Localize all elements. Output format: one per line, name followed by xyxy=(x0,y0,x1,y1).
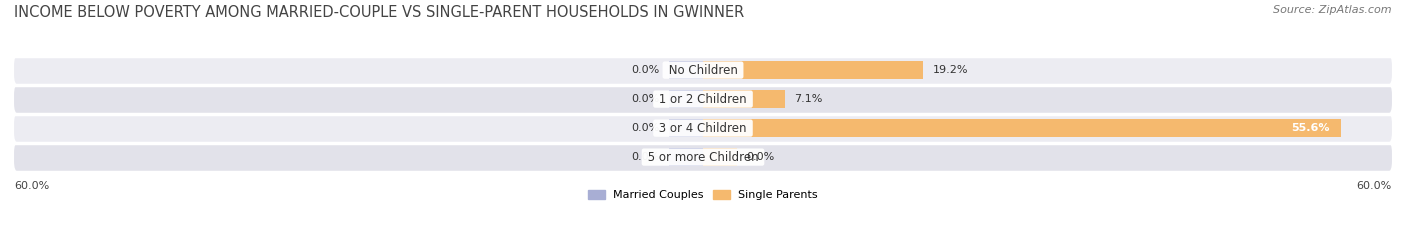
Text: 0.0%: 0.0% xyxy=(631,65,659,75)
Text: 3 or 4 Children: 3 or 4 Children xyxy=(655,122,751,135)
Bar xyxy=(669,61,703,79)
Bar xyxy=(703,61,924,79)
Text: Source: ZipAtlas.com: Source: ZipAtlas.com xyxy=(1274,5,1392,15)
Legend: Married Couples, Single Parents: Married Couples, Single Parents xyxy=(583,185,823,205)
Bar xyxy=(669,119,703,137)
Bar xyxy=(703,119,1341,137)
Text: 5 or more Children: 5 or more Children xyxy=(644,151,762,164)
FancyBboxPatch shape xyxy=(14,85,1392,114)
Text: 60.0%: 60.0% xyxy=(1357,181,1392,191)
Text: 0.0%: 0.0% xyxy=(631,152,659,162)
Text: 19.2%: 19.2% xyxy=(932,65,969,75)
Text: 60.0%: 60.0% xyxy=(14,181,49,191)
Bar xyxy=(669,148,703,166)
Bar xyxy=(703,148,738,166)
Text: 55.6%: 55.6% xyxy=(1292,123,1330,133)
FancyBboxPatch shape xyxy=(14,56,1392,85)
Text: 0.0%: 0.0% xyxy=(631,123,659,133)
Bar xyxy=(703,90,785,108)
Text: 0.0%: 0.0% xyxy=(631,94,659,104)
Text: INCOME BELOW POVERTY AMONG MARRIED-COUPLE VS SINGLE-PARENT HOUSEHOLDS IN GWINNER: INCOME BELOW POVERTY AMONG MARRIED-COUPL… xyxy=(14,5,744,20)
Text: 1 or 2 Children: 1 or 2 Children xyxy=(655,93,751,106)
Text: 7.1%: 7.1% xyxy=(794,94,823,104)
FancyBboxPatch shape xyxy=(14,143,1392,171)
Text: No Children: No Children xyxy=(665,64,741,77)
Bar xyxy=(669,90,703,108)
FancyBboxPatch shape xyxy=(14,114,1392,143)
Text: 0.0%: 0.0% xyxy=(747,152,775,162)
